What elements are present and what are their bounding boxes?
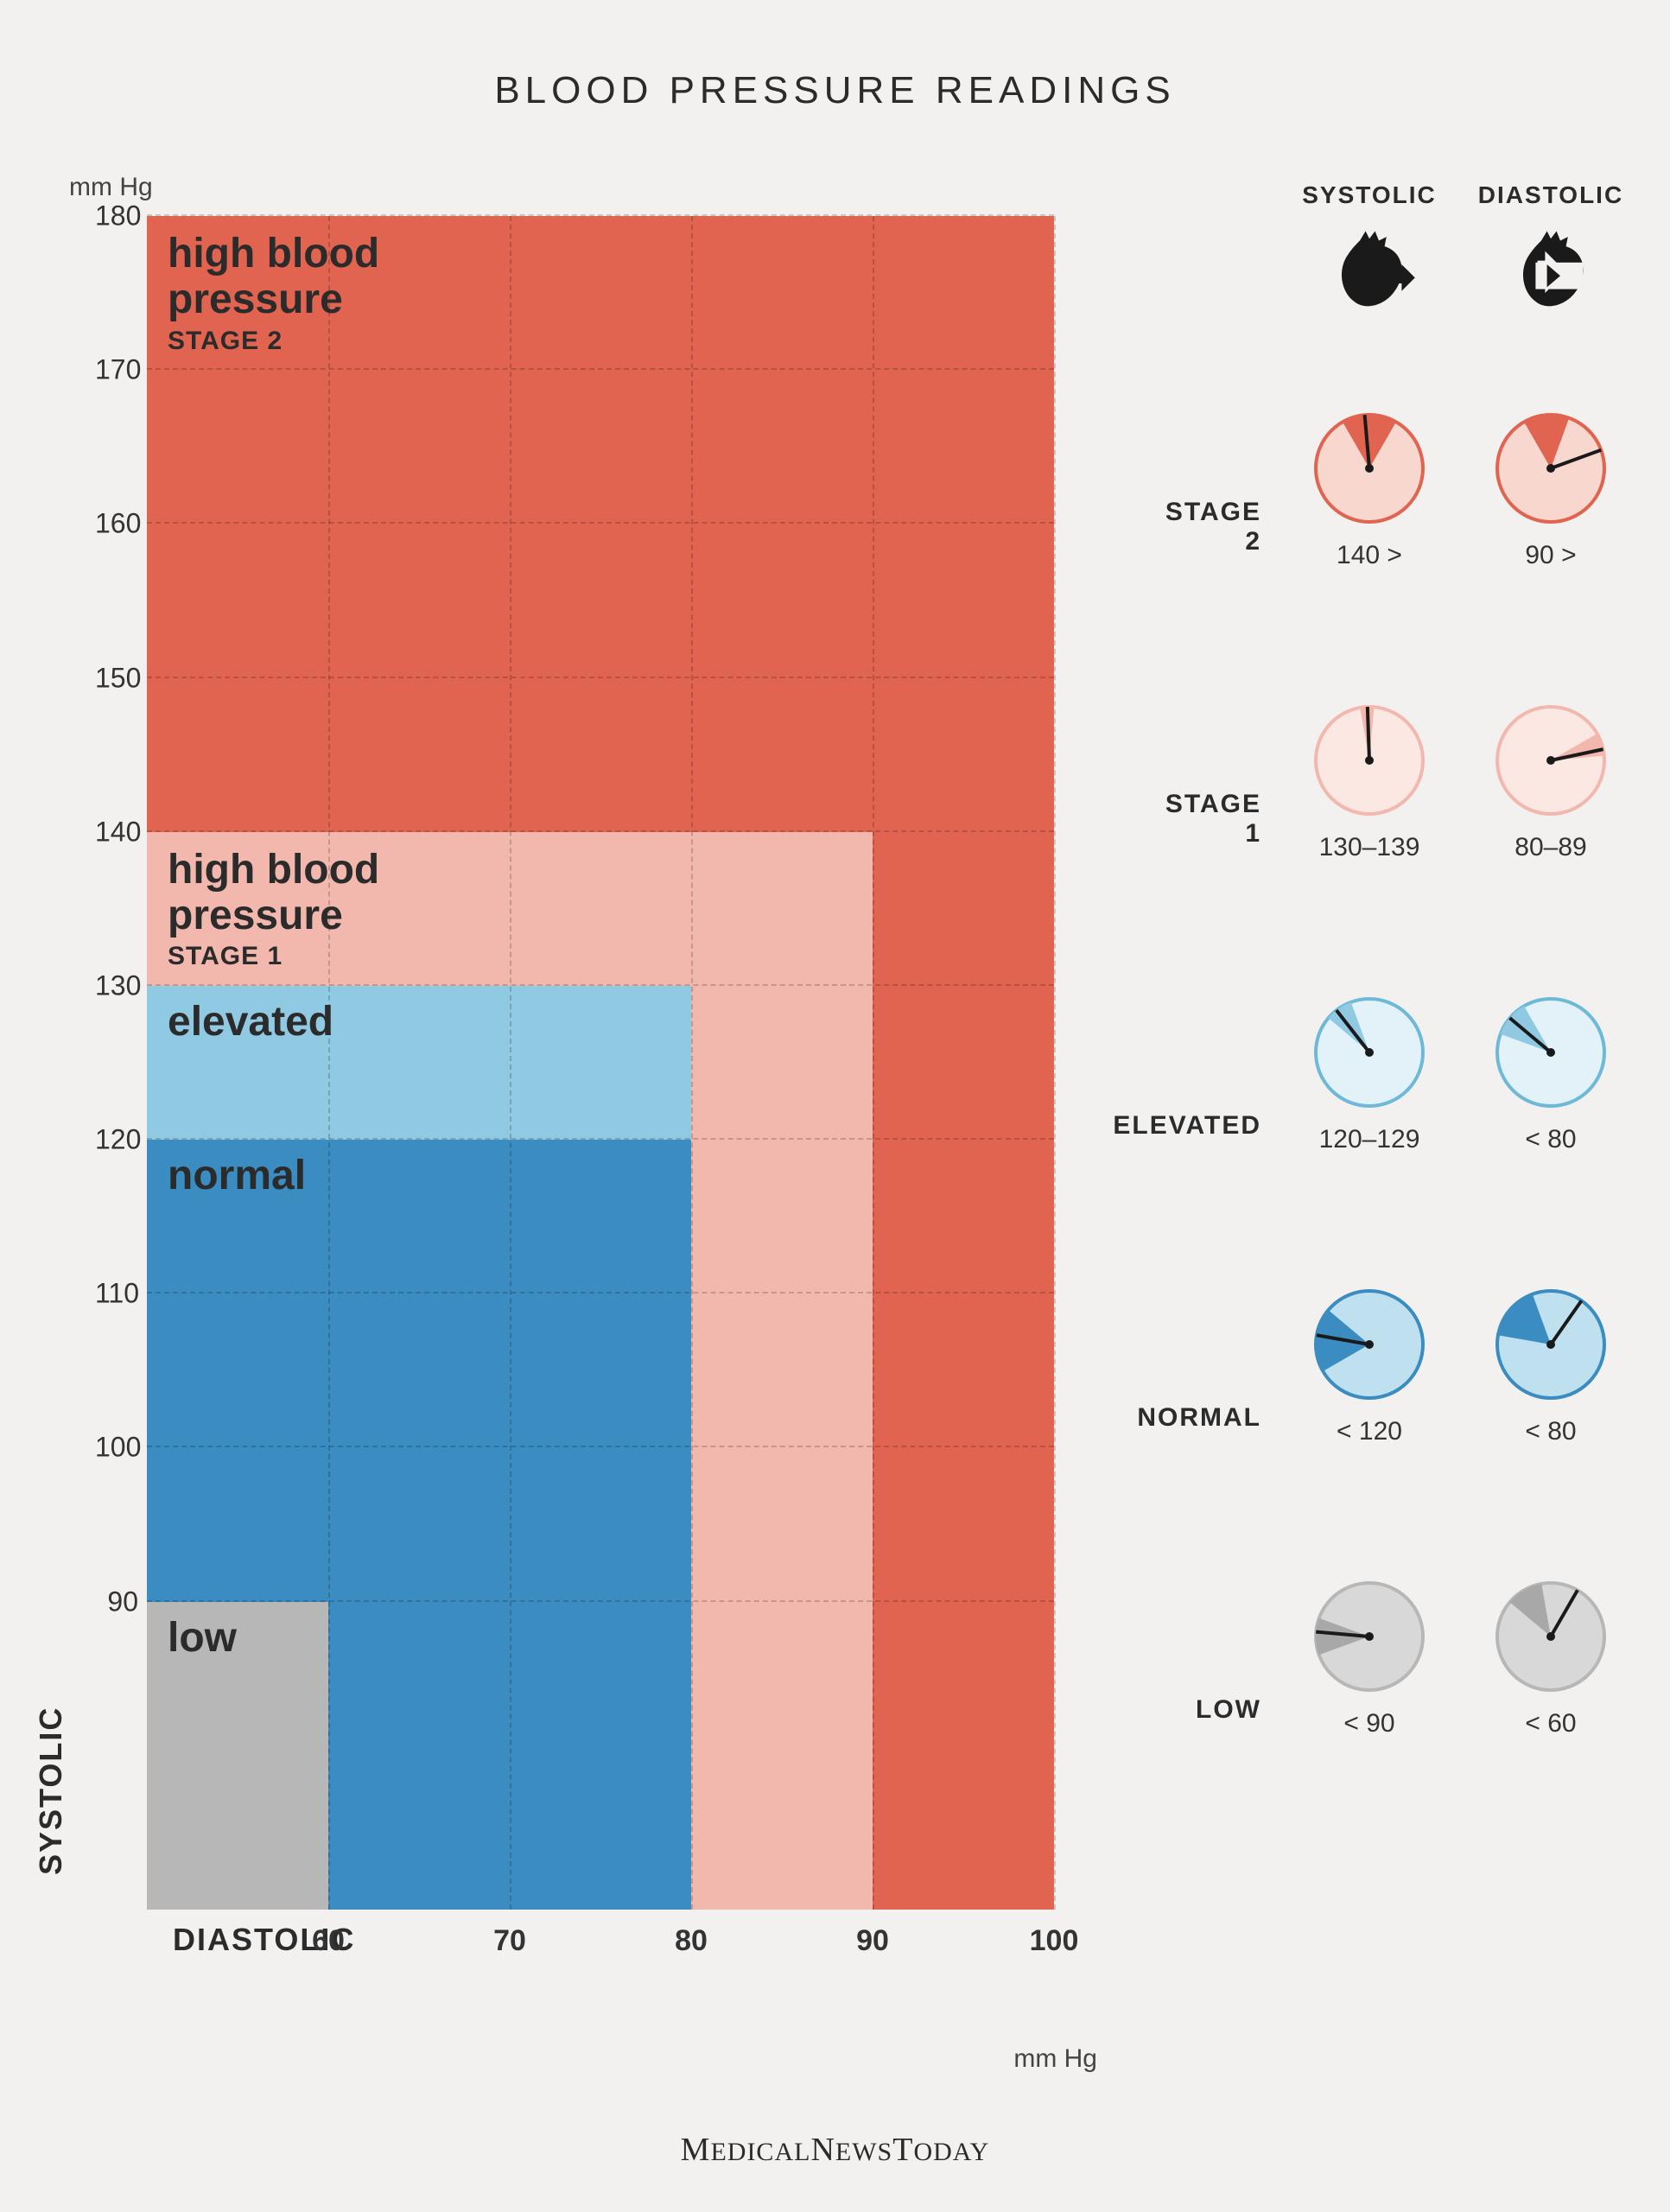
gridline-h — [147, 984, 1054, 986]
gridline-h — [147, 1292, 1054, 1294]
ytick: 180 — [95, 200, 138, 232]
legend-row-stage-1: STAGE 1 130–139 80–89 — [1158, 700, 1641, 862]
heart-systolic-icon — [1296, 226, 1443, 321]
unit-bottom: mm Hg — [1013, 2044, 1097, 2074]
zone-label-elevated: elevated — [168, 998, 333, 1046]
legend-row-stage-2: STAGE 2 140 > 90 > — [1158, 408, 1641, 570]
page-title: BLOOD PRESSURE READINGS — [0, 0, 1670, 147]
legend: SYSTOLIC DIASTOLIC STAGE 2 — [1158, 181, 1641, 1868]
heart-icons-row — [1158, 226, 1641, 321]
gridline-h — [147, 368, 1054, 370]
gridline-h — [147, 830, 1054, 832]
ytick: 160 — [95, 508, 138, 540]
legend-row-label: NORMAL — [1137, 1403, 1261, 1433]
gauge-systolic-value: 140 > — [1337, 541, 1402, 570]
plot-area: SYSTOLIC DIASTOLIC high bloodpressureSTA… — [147, 216, 1054, 1910]
xtick: 80 — [675, 1924, 708, 1958]
legend-row-low: LOW < 90 < 60 — [1158, 1576, 1641, 1738]
gridline-v — [510, 216, 511, 1910]
gauge-diastolic: < 80 — [1477, 992, 1624, 1154]
gauge-systolic: < 90 — [1296, 1576, 1443, 1738]
gridline-v — [873, 216, 874, 1910]
zone-label-low: low — [168, 1614, 237, 1662]
gridline-v — [691, 216, 693, 1910]
gridline-h — [147, 1138, 1054, 1140]
xtick: 100 — [1030, 1924, 1079, 1958]
gauge-systolic-value: 120–129 — [1319, 1125, 1420, 1154]
ytick: 120 — [95, 1124, 138, 1156]
gauge-diastolic-value: < 80 — [1525, 1125, 1576, 1154]
ytick: 140 — [95, 816, 138, 848]
gauge-systolic: 130–139 — [1296, 700, 1443, 862]
content: mm Hg SYSTOLIC DIASTOLIC high bloodpress… — [0, 147, 1670, 2048]
heart-diastolic-icon — [1477, 226, 1624, 321]
gridline-h — [147, 1446, 1054, 1447]
zone-label-stage2: high bloodpressureSTAGE 2 — [168, 232, 379, 355]
legend-row-normal: NORMAL < 120 < 80 — [1158, 1284, 1641, 1446]
legend-col-diastolic: DIASTOLIC — [1477, 181, 1624, 209]
legend-row-label: STAGE 1 — [1158, 790, 1261, 849]
gridline-h — [147, 677, 1054, 678]
gauge-systolic-value: < 120 — [1337, 1417, 1402, 1446]
legend-row-label: STAGE 2 — [1158, 498, 1261, 556]
legend-row-label: ELEVATED — [1113, 1111, 1261, 1141]
legend-row-label: LOW — [1158, 1695, 1261, 1725]
chart: mm Hg SYSTOLIC DIASTOLIC high bloodpress… — [112, 181, 1080, 1996]
gauge-systolic: < 120 — [1296, 1284, 1443, 1446]
xtick: 70 — [493, 1924, 526, 1958]
gridline-h — [147, 1600, 1054, 1602]
gauge-diastolic-value: 90 > — [1525, 541, 1576, 570]
legend-col-systolic: SYSTOLIC — [1296, 181, 1443, 209]
gridline-v — [1054, 216, 1056, 1910]
y-axis-label: SYSTOLIC — [33, 1707, 69, 1875]
gauge-diastolic: < 60 — [1477, 1576, 1624, 1738]
gauge-diastolic-value: 80–89 — [1514, 833, 1586, 862]
gauge-systolic-value: < 90 — [1343, 1709, 1394, 1738]
ytick: 170 — [95, 354, 138, 386]
ytick: 90 — [95, 1586, 138, 1618]
ytick: 100 — [95, 1432, 138, 1464]
ytick: 110 — [95, 1278, 138, 1310]
gridline-h — [147, 522, 1054, 524]
gauge-diastolic: 80–89 — [1477, 700, 1624, 862]
xtick: 90 — [856, 1924, 889, 1958]
xtick: 60 — [312, 1924, 345, 1958]
ytick: 130 — [95, 969, 138, 1001]
gauge-systolic-value: 130–139 — [1319, 833, 1420, 862]
zone-label-normal: normal — [168, 1152, 306, 1199]
gauge-systolic: 120–129 — [1296, 992, 1443, 1154]
legend-row-elevated: ELEVATED 120–129 < 80 — [1158, 992, 1641, 1154]
gauge-systolic: 140 > — [1296, 408, 1443, 570]
gridline-h — [147, 214, 1054, 216]
gauge-diastolic: < 80 — [1477, 1284, 1624, 1446]
legend-header: SYSTOLIC DIASTOLIC — [1158, 181, 1641, 209]
zone-label-stage1: high bloodpressureSTAGE 1 — [168, 848, 379, 971]
footer-attribution: MEDICALNEWSTODAY — [0, 2131, 1670, 2169]
gridline-v — [328, 216, 330, 1910]
gauge-diastolic-value: < 60 — [1525, 1709, 1576, 1738]
gauge-diastolic-value: < 80 — [1525, 1417, 1576, 1446]
unit-top: mm Hg — [69, 173, 153, 202]
ytick: 150 — [95, 662, 138, 694]
gauge-diastolic: 90 > — [1477, 408, 1624, 570]
